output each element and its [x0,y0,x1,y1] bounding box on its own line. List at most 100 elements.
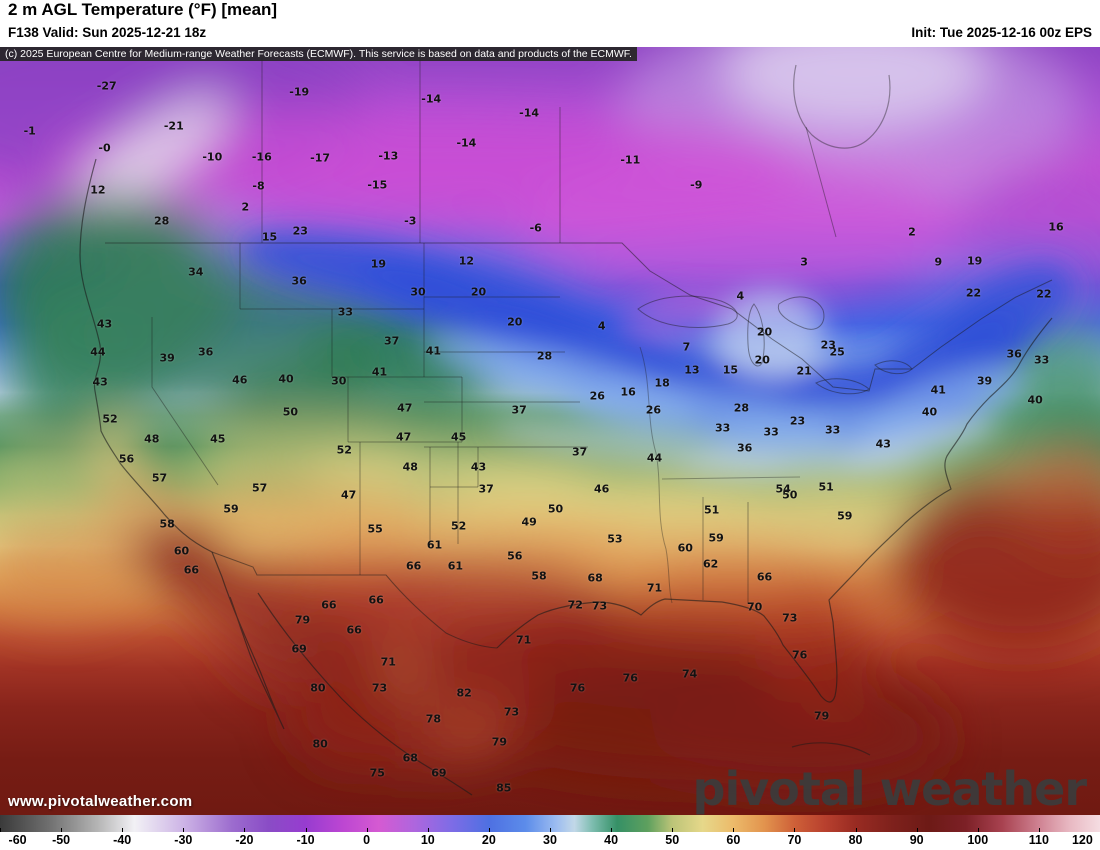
temperature-label: 18 [654,376,670,390]
country-borders [105,242,1053,649]
temperature-label: 15 [722,363,739,377]
temperature-field-front-band [241,234,1073,479]
temperature-label: 60 [677,541,693,555]
temperature-label: 40 [921,405,938,419]
colorbar-tick-mark [550,828,551,832]
temperature-label: 44 [90,345,106,359]
temperature-label: 30 [331,374,347,388]
temperature-label: 75 [369,766,385,780]
temperature-label: 66 [368,593,384,607]
colorbar-tick-mark [916,828,918,832]
temperature-label: 33 [763,425,779,439]
colorbar-tick-label: 70 [787,833,802,847]
valid-time-label: F138 Valid: Sun 2025-12-21 18z [8,25,207,40]
copyright-notice: (c) 2025 European Centre for Medium-rang… [0,47,637,61]
temperature-labels: -27 -19 -14 -14 -21 -1 -0 -10 -16 -17 -13 -14 -11 12 -… [0,47,1100,815]
page-title: 2 m AGL Temperature (°F) [mean] [8,0,278,19]
temperature-label: 45 [210,432,226,446]
temperature-label: 43 [92,375,108,389]
temperature-label: 55 [367,522,383,536]
temperature-label: 61 [447,559,464,573]
colorbar-tick-label: 110 [1028,833,1049,847]
temperature-label: 43 [875,437,891,451]
temperature-label: 79 [294,613,311,627]
temperature-label: 66 [405,559,422,573]
watermark-brand: pivotal weather [692,762,1087,815]
temperature-label: -6 [529,221,542,235]
temperature-label: 28 [536,349,553,363]
colorbar-tick-label: 30 [543,833,557,847]
temperature-label: 71 [646,581,663,595]
temperature-label: 26 [645,403,662,417]
temperature-label: 50 [782,488,798,502]
colorbar-tick-mark [61,828,63,832]
colorbar-ticks: -60 -50 -40 -30 -20 -10 0 10 20 30 40 50 60 70 80 90 100… [0,828,1100,850]
temperature-label: 73 [503,705,520,719]
temperature-label: 69 [291,642,307,656]
temperature-label: 53 [607,532,623,546]
temperature-label: 76 [792,648,808,662]
temperature-label: 78 [425,712,442,726]
temperature-label: -14 [421,92,442,106]
temperature-map: (c) 2025 European Centre for Medium-rang… [0,47,1100,815]
colorbar-tick-label: 80 [848,833,863,847]
temperature-label: 59 [223,502,239,516]
temperature-label: 52 [336,443,352,457]
temperature-label: 76 [569,681,586,695]
temperature-label: 68 [402,751,418,765]
temperature-label: 41 [425,344,442,358]
temperature-label: 26 [589,389,605,403]
colorbar-tick-mark [855,828,857,832]
temperature-label: 58 [531,569,547,583]
temperature-label: 22 [1036,287,1052,301]
temperature-label: 43 [96,317,113,331]
temperature-label: 57 [251,481,268,495]
temperature-label: 49 [521,515,537,529]
temperature-label: -13 [378,149,399,163]
temperature-label: 25 [829,345,845,359]
temperature-label: 33 [715,421,731,435]
colorbar-tick-label: 90 [909,833,924,847]
temperature-label: 37 [383,334,400,348]
temperature-label: 69 [431,766,447,780]
temperature-label: 20 [507,315,523,329]
temperature-label: 51 [818,480,834,494]
temperature-label: 54 [775,482,791,496]
temperature-label: 44 [646,451,663,465]
colorbar-tick-mark [794,828,796,832]
colorbar-tick-label: 10 [420,833,435,847]
coastline-borders [79,64,1053,796]
temperature-label: 74 [682,667,698,681]
temperature-label: -27 [96,79,117,93]
temperature-label: 47 [341,488,357,502]
temperature-label: 33 [1034,353,1050,367]
temperature-field-svg [0,47,1100,815]
temperature-label: 19 [370,257,387,271]
temperature-label: -11 [620,153,641,167]
temperature-label: -14 [519,106,540,120]
temperature-label: 4 [597,319,606,333]
temperature-label: 56 [507,549,523,563]
colorbar-tick-label: -20 [235,833,254,847]
temperature-label: 79 [814,709,830,723]
map-header: 2 m AGL Temperature (°F) [mean] F138 Val… [0,0,1100,47]
colorbar-tick-label: -50 [52,833,71,847]
init-time-label: Init: Tue 2025-12-16 00z EPS [911,25,1092,40]
colorbar-tick-label: -40 [113,833,132,847]
temperature-label: 80 [312,737,328,751]
temperature-label: 21 [796,364,812,378]
temperature-label: -19 [289,85,310,99]
temperature-label: -1 [23,124,36,138]
temperature-label: 36 [198,345,214,359]
temperature-label: 73 [782,611,798,625]
temperature-label: 66 [183,563,200,577]
temperature-label: 66 [756,570,773,584]
temperature-label: -21 [163,119,184,133]
temperature-colorbar: -60 -50 -40 -30 -20 -10 0 10 20 30 40 50 60 70 80 90 100… [0,815,1100,850]
temperature-label: 2 [908,225,916,239]
temperature-label: 20 [470,285,487,299]
temperature-label: 15 [261,230,278,244]
temperature-label: 80 [310,681,326,695]
temperature-label: 47 [397,401,413,415]
temperature-label: 12 [90,183,106,197]
